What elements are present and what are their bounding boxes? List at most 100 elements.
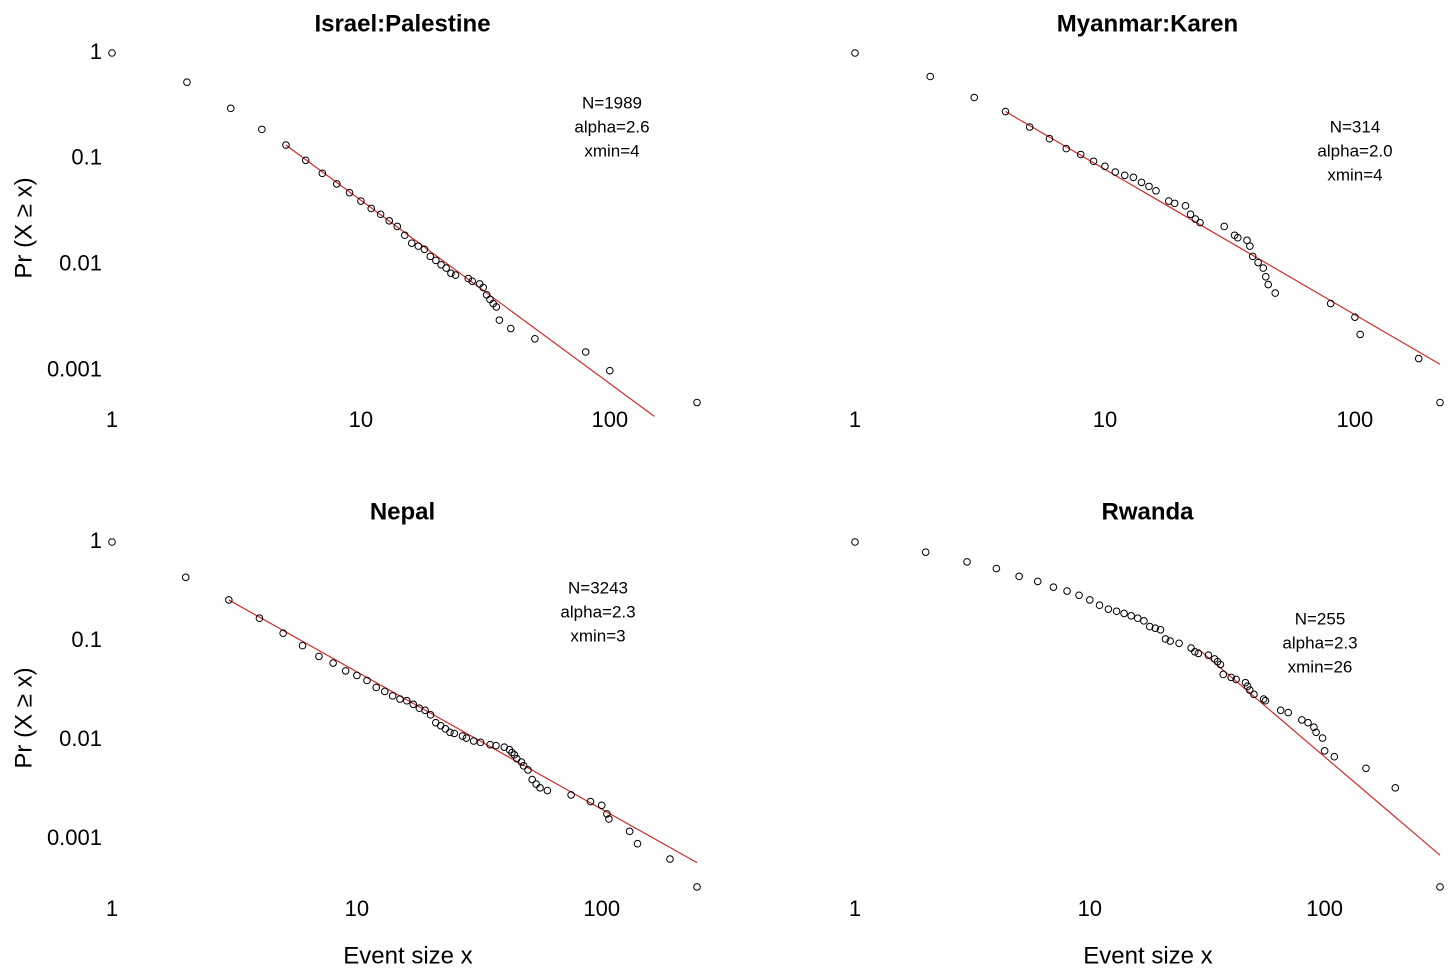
data-point <box>1261 272 1270 281</box>
data-point <box>1246 242 1254 250</box>
annotation: xmin=4 <box>584 141 639 160</box>
x-tick-label: 1 <box>106 896 118 921</box>
data-point <box>1436 883 1444 891</box>
data-point <box>693 883 701 891</box>
data-point <box>1259 264 1268 272</box>
data-point <box>1137 178 1146 187</box>
data-point <box>492 303 501 311</box>
data-point <box>926 72 935 81</box>
data-point <box>1129 173 1138 182</box>
annotation: alpha=2.6 <box>574 117 649 136</box>
data-point <box>298 641 307 650</box>
data-point <box>581 348 590 356</box>
annotation: N=3243 <box>568 578 628 597</box>
data-point <box>1320 747 1329 755</box>
panel: Nepal 1 10 100 1 0.1 0.01 0.001 N=3243 alpha=2.3 x… <box>10 498 635 969</box>
data-point <box>432 256 440 265</box>
data-point <box>282 141 290 149</box>
data-point <box>1259 695 1268 703</box>
data-point <box>1312 728 1320 737</box>
data-point <box>1318 734 1327 742</box>
data-point <box>357 197 365 205</box>
y-tick-label: 0.1 <box>71 145 102 170</box>
data-point <box>329 659 337 667</box>
data-point <box>1227 673 1235 682</box>
data-point <box>332 180 341 188</box>
data-point <box>1436 398 1444 407</box>
y-tick-label: 0.01 <box>59 726 102 751</box>
panel: Myanmar:Karen 1 10 100 N=314 alpha=2.0 xmin=4 <box>849 10 1393 431</box>
data-point <box>1298 716 1306 724</box>
fit-line <box>1197 648 1441 856</box>
data-point <box>1284 708 1293 717</box>
data-point <box>388 692 397 700</box>
y-axis-label: Pr (X ≥ x) <box>10 667 37 768</box>
data-point <box>1025 123 1034 131</box>
data-point <box>506 324 515 333</box>
data-point <box>436 721 445 730</box>
data-point <box>1216 660 1225 669</box>
data-point <box>1127 611 1135 620</box>
data-point <box>851 49 859 57</box>
data-point <box>508 748 516 757</box>
data-point <box>181 573 190 582</box>
data-point <box>492 741 500 750</box>
data-point <box>414 242 423 250</box>
data-point <box>301 156 310 165</box>
data-point <box>446 728 454 737</box>
data-point <box>603 810 611 818</box>
y-tick-label: 1 <box>90 528 102 553</box>
data-point <box>1310 723 1318 732</box>
annotation: alpha=2.3 <box>1282 633 1357 652</box>
data-point <box>468 277 477 285</box>
data-point <box>524 766 532 774</box>
x-tick-label: 100 <box>591 407 628 432</box>
data-point <box>1186 210 1195 219</box>
data-point <box>1356 330 1365 339</box>
data-point <box>255 614 264 623</box>
data-point <box>226 104 235 113</box>
data-point <box>341 667 350 675</box>
data-point <box>409 700 418 709</box>
data-point <box>1175 639 1183 648</box>
data-point <box>426 252 435 261</box>
data-point <box>462 734 471 742</box>
data-point <box>1232 675 1240 684</box>
data-point <box>464 274 473 283</box>
data-point <box>1120 171 1129 180</box>
data-point <box>363 676 371 685</box>
data-point <box>1152 186 1160 195</box>
x-tick-label: 1 <box>106 407 118 432</box>
data-point <box>1089 157 1098 166</box>
annotation: N=314 <box>1330 117 1381 136</box>
data-point <box>517 758 526 766</box>
data-point <box>1191 647 1199 656</box>
data-point <box>1033 577 1042 586</box>
data-point <box>1112 607 1121 616</box>
data-point <box>1362 764 1370 773</box>
data-point <box>970 93 979 102</box>
data-point <box>1196 218 1204 227</box>
data-point <box>1076 150 1085 159</box>
annotation: N=255 <box>1295 609 1346 628</box>
data-point <box>666 855 674 863</box>
data-point <box>1250 690 1258 699</box>
data-point <box>385 217 394 225</box>
data-point <box>605 815 613 823</box>
data-point <box>1248 252 1257 261</box>
data-point <box>536 784 544 792</box>
data-point <box>451 271 460 279</box>
panel-title: Israel:Palestine <box>314 10 490 37</box>
data-point <box>531 334 539 343</box>
data-point <box>403 696 411 705</box>
data-point <box>625 827 634 836</box>
data-point <box>225 596 233 604</box>
fit-line <box>228 599 698 864</box>
data-point <box>353 671 361 680</box>
data-point <box>1101 162 1109 171</box>
data-point <box>532 780 540 788</box>
data-point <box>1170 199 1179 208</box>
data-point <box>1095 601 1104 610</box>
y-tick-label: 1 <box>90 39 102 64</box>
data-point <box>1243 682 1252 691</box>
